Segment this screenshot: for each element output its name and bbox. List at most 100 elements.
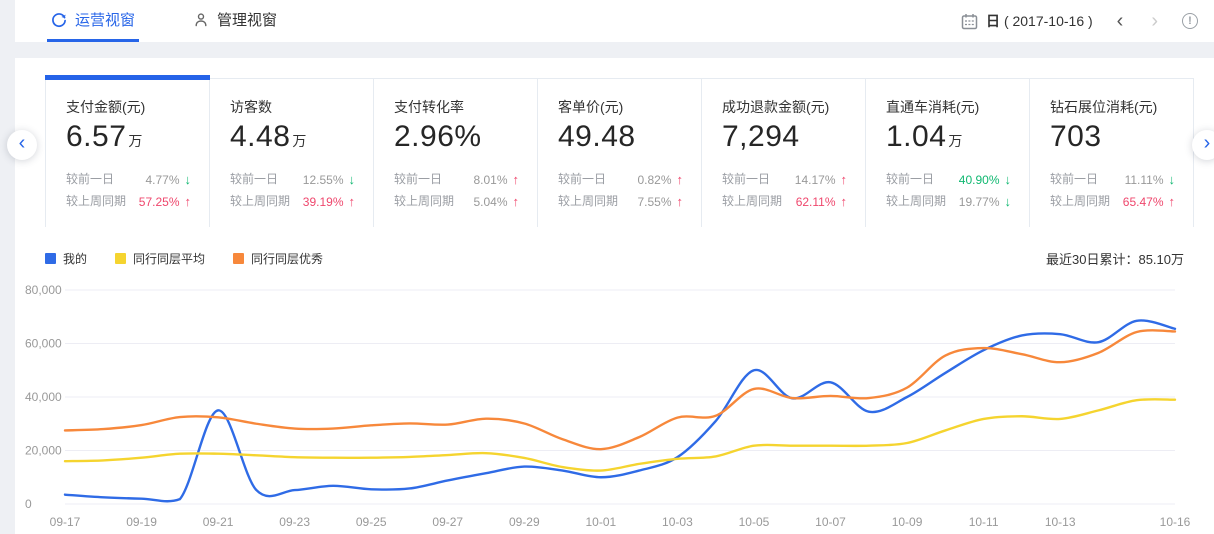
compare-value: 19.77% xyxy=(958,195,1000,209)
svg-text:09-29: 09-29 xyxy=(509,515,540,529)
svg-text:09-27: 09-27 xyxy=(432,515,463,529)
metric-value: 6.57 万 xyxy=(66,120,143,153)
compare-label: 较上周同期 xyxy=(722,194,783,208)
next-day-chevron-icon[interactable]: › xyxy=(1151,10,1158,32)
compare-value: 5.04% xyxy=(473,195,508,209)
trend-arrow-icon: ↑ xyxy=(512,194,520,209)
svg-text:09-17: 09-17 xyxy=(50,515,81,529)
trend-arrow-icon: ↓ xyxy=(1168,172,1176,187)
tab-label: 运营视窗 xyxy=(75,12,136,29)
compare-label: 较上周同期 xyxy=(230,194,291,208)
svg-text:09-19: 09-19 xyxy=(126,515,157,529)
trend-arrow-icon: ↓ xyxy=(1004,172,1012,187)
compare-value: 62.11% xyxy=(795,195,836,209)
legend-label: 同行同层优秀 xyxy=(251,252,324,266)
metric-title: 直通车消耗(元) xyxy=(886,99,980,115)
svg-text:09-25: 09-25 xyxy=(356,515,387,529)
prev-day-chevron-icon[interactable]: ‹ xyxy=(1116,10,1124,32)
metric-card-conversion-rate[interactable]: 支付转化率 2.96% 较前一日 8.01% ↑ 较上周同期 5.04% ↑ xyxy=(374,78,538,227)
trend-arrow-icon: ↑ xyxy=(676,172,684,187)
svg-text:10-07: 10-07 xyxy=(815,515,846,529)
compare-value: 40.90% xyxy=(958,173,1000,187)
metric-value: 2.96% xyxy=(394,120,482,153)
legend-item-mine[interactable]: 我的 xyxy=(45,250,87,267)
compare-label: 较前一日 xyxy=(558,172,607,186)
compare-label: 较前一日 xyxy=(722,172,771,186)
svg-text:80,000: 80,000 xyxy=(25,283,62,297)
svg-text:10-11: 10-11 xyxy=(969,515,999,529)
trend-arrow-icon: ↑ xyxy=(676,194,684,209)
metric-card-payment-amount[interactable]: 支付金额(元) 6.57 万 较前一日 4.77% ↓ 较上周同期 57.25% ↑ xyxy=(45,75,210,227)
trend-arrow-icon: ↑ xyxy=(184,194,192,209)
compare-value: 11.11% xyxy=(1124,173,1164,187)
metric-card-ztc-spend[interactable]: 直通车消耗(元) 1.04 万 较前一日 40.90% ↓ 较上周同期 19.77% ↓ xyxy=(866,78,1030,227)
legend-label: 我的 xyxy=(63,252,88,266)
legend-item-peer-excellent[interactable]: 同行同层优秀 xyxy=(233,250,323,267)
trend-arrow-icon: ↓ xyxy=(1004,194,1012,209)
trend-arrow-icon: ↑ xyxy=(840,172,848,187)
legend-swatch-peer-excellent xyxy=(233,253,245,264)
metric-card-avg-order-value[interactable]: 客单价(元) 49.48 较前一日 0.82% ↑ 较上周同期 7.55% ↑ xyxy=(538,78,702,227)
trend-arrow-icon: ↓ xyxy=(348,172,356,187)
metric-value: 4.48 万 xyxy=(230,120,307,153)
compare-label: 较前一日 xyxy=(1050,172,1099,186)
tab-management-view[interactable]: 管理视窗 xyxy=(189,0,281,42)
thirty-day-total: 最近30日累计：85.10万 xyxy=(1046,252,1184,267)
compare-value: 14.17% xyxy=(794,173,836,187)
svg-text:20,000: 20,000 xyxy=(25,444,62,458)
tab-operations-view[interactable]: 运营视窗 xyxy=(47,0,140,42)
compare-label: 较上周同期 xyxy=(1050,194,1111,208)
chart-legend: 我的 同行同层平均 同行同层优秀 最近30日累计：85.10万 xyxy=(45,249,1184,268)
cards-scroll-right-button[interactable]: › xyxy=(1192,130,1214,160)
compare-value: 4.77% xyxy=(145,173,180,187)
trend-arrow-icon: ↑ xyxy=(1168,194,1176,209)
metric-value: 49.48 xyxy=(558,120,636,153)
svg-text:09-21: 09-21 xyxy=(203,515,234,529)
legend-swatch-peer-average xyxy=(115,253,127,264)
compare-label: 较上周同期 xyxy=(394,194,455,208)
compare-value: 12.55% xyxy=(302,173,344,187)
metric-value: 1.04 万 xyxy=(886,120,963,153)
metric-card-visitors[interactable]: 访客数 4.48 万 较前一日 12.55% ↓ 较上周同期 39.19% ↑ xyxy=(210,78,374,227)
tab-label: 管理视窗 xyxy=(217,12,278,29)
metric-value: 7,294 xyxy=(722,120,800,153)
svg-text:40,000: 40,000 xyxy=(25,390,62,404)
metric-value: 703 xyxy=(1050,120,1102,153)
view-tabs: 运营视窗 管理视窗 xyxy=(47,0,281,42)
svg-text:0: 0 xyxy=(25,497,32,511)
trend-arrow-icon: ↑ xyxy=(348,194,356,209)
metric-title: 支付转化率 xyxy=(394,99,464,115)
info-icon[interactable]: ! xyxy=(1182,13,1198,29)
top-header: 运营视窗 管理视窗 日 xyxy=(15,0,1214,42)
date-granularity: 日 xyxy=(986,13,1001,29)
compare-label: 较上周同期 xyxy=(558,194,619,208)
metric-unit: 万 xyxy=(948,133,963,149)
legend-swatch-mine xyxy=(45,253,56,264)
sync-icon xyxy=(51,12,67,28)
compare-label: 较前一日 xyxy=(394,172,443,186)
trend-chart[interactable]: 0 20,000 40,000 60,000 80,000 09-17 09-19 09-21… xyxy=(15,272,1214,534)
svg-text:10-09: 10-09 xyxy=(892,515,923,529)
trend-chart-area: 0 20,000 40,000 60,000 80,000 09-17 09-19 09-21… xyxy=(15,272,1214,534)
compare-label: 较前一日 xyxy=(230,172,279,186)
cards-scroll-left-button[interactable]: ‹ xyxy=(7,130,37,160)
compare-value: 39.19% xyxy=(302,195,344,209)
svg-text:10-13: 10-13 xyxy=(1045,515,1076,529)
svg-text:09-23: 09-23 xyxy=(279,515,310,529)
legend-label: 同行同层平均 xyxy=(133,252,206,266)
metric-card-refund-amount[interactable]: 成功退款金额(元) 7,294 较前一日 14.17% ↑ 较上周同期 62.11% ↑ xyxy=(702,78,866,227)
metric-unit: 万 xyxy=(292,133,307,149)
legend-item-peer-average[interactable]: 同行同层平均 xyxy=(115,250,205,267)
svg-text:10-03: 10-03 xyxy=(662,515,693,529)
svg-text:10-16: 10-16 xyxy=(1160,515,1191,529)
header-controls: 日 ( 2017-10-16 ) ‹ › ! xyxy=(961,0,1198,42)
trend-arrow-icon: ↑ xyxy=(840,194,848,209)
metric-card-diamond-spend[interactable]: 钻石展位消耗(元) 703 较前一日 11.11% ↓ 较上周同期 65.47% ↑ xyxy=(1030,78,1194,227)
compare-value: 0.82% xyxy=(637,173,672,187)
metric-title: 成功退款金额(元) xyxy=(722,99,830,115)
date-value: ( 2017-10-16 ) xyxy=(1003,13,1093,29)
person-icon xyxy=(193,12,209,28)
date-picker[interactable]: 日 ( 2017-10-16 ) xyxy=(961,11,1093,31)
calendar-icon xyxy=(961,13,978,30)
metric-cards-row: 支付金额(元) 6.57 万 较前一日 4.77% ↓ 较上周同期 57.25% ↑ 访客… xyxy=(45,75,1194,227)
